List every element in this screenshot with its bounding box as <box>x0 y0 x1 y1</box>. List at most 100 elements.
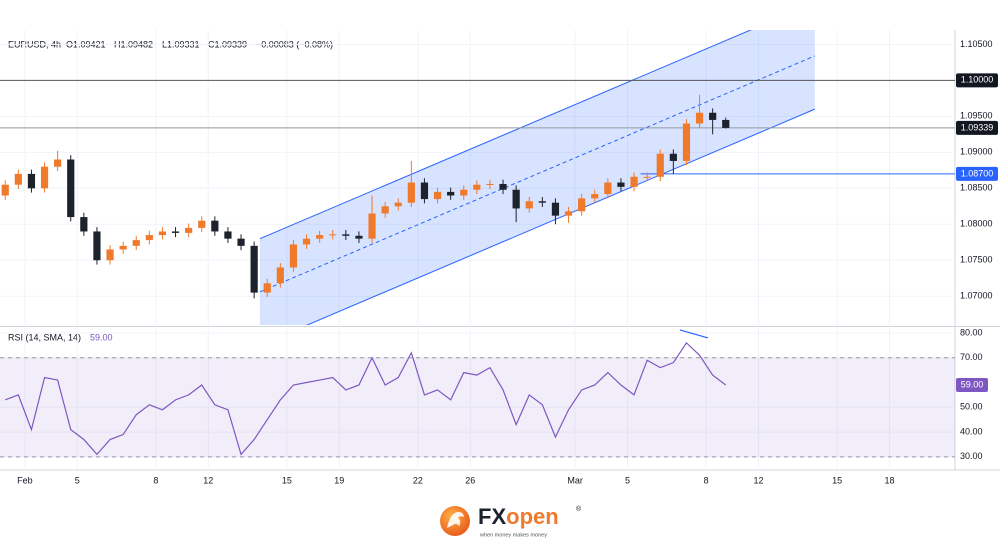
x-tick-label: Feb <box>17 475 33 485</box>
mark-layer <box>0 30 955 458</box>
candle-body <box>682 123 691 161</box>
candle-body <box>289 244 298 268</box>
x-tick-label: 12 <box>753 475 763 485</box>
level-label-box <box>956 73 998 88</box>
x-tick-label: 19 <box>334 475 344 485</box>
candle-body <box>132 240 140 246</box>
rsi-title: RSI (14, SMA, 14) <box>8 332 81 342</box>
level-label: 1.08700 <box>961 168 994 178</box>
candle-body <box>80 217 88 232</box>
y-tick-label: 40.00 <box>960 426 983 436</box>
candle-body <box>512 189 520 209</box>
channel-upper <box>259 30 752 240</box>
rsi-last-label: 59.00 <box>961 379 984 389</box>
candle-body <box>93 231 101 261</box>
y-tick-label: 1.07000 <box>960 291 993 301</box>
y-tick-label: 80.00 <box>960 327 983 337</box>
candle-body <box>224 231 232 239</box>
candle-body <box>630 176 638 187</box>
x-tick-label: 8 <box>153 475 158 485</box>
candle-body <box>656 153 664 177</box>
channel-middle <box>259 55 816 293</box>
channel <box>259 30 816 325</box>
candle-body <box>617 182 625 187</box>
footer-logo: FXopen ® when money makes money <box>440 504 582 538</box>
grid-layer <box>0 30 955 468</box>
candle-body <box>250 245 258 293</box>
candle-body <box>329 234 337 236</box>
brand-tagline: when money makes money <box>479 532 547 538</box>
y-tick-label: 50.00 <box>960 402 983 412</box>
candle-body <box>709 112 717 120</box>
candle-body <box>564 211 573 216</box>
candle-body <box>237 238 245 246</box>
y-tick-label: 1.08500 <box>960 183 993 193</box>
rsi-last-box <box>956 377 988 392</box>
channel-fill <box>259 30 815 325</box>
brand-fx: FX <box>478 504 506 529</box>
x-tick-label: Mar <box>567 475 583 485</box>
level-label: 1.09339 <box>961 122 994 132</box>
candle-body <box>276 267 284 284</box>
candle-body <box>1 184 9 196</box>
level-label: 1.10000 <box>961 75 994 85</box>
candle-body <box>368 213 376 239</box>
x-tick-label: 12 <box>203 475 213 485</box>
candle-body <box>394 202 402 207</box>
candle-body <box>198 220 206 228</box>
rsi-line <box>5 341 727 456</box>
candle-body <box>119 245 127 250</box>
candle-body <box>591 194 599 199</box>
x-tick-label: 5 <box>75 475 80 485</box>
candle-body <box>185 227 193 233</box>
candle-body <box>67 159 75 218</box>
candle-body <box>145 235 153 241</box>
x-tick-label: 8 <box>704 475 709 485</box>
candle-body <box>342 234 350 236</box>
x-tick-label: 22 <box>413 475 423 485</box>
x-tick-label: 26 <box>465 475 475 485</box>
candle-body <box>604 182 612 195</box>
candle-body <box>486 183 494 185</box>
y-tick-label: 1.09500 <box>960 111 993 121</box>
candle-body <box>54 159 62 167</box>
candle-body <box>420 182 429 200</box>
logo-emblem <box>447 511 464 528</box>
y-tick-label: 70.00 <box>960 352 983 362</box>
brand: FXopen <box>478 504 559 529</box>
candle-body <box>538 201 546 203</box>
y-tick-label: 1.07500 <box>960 255 993 265</box>
candle-body <box>578 198 586 212</box>
candle-body <box>171 231 180 233</box>
y-tick-label: 1.08000 <box>960 219 993 229</box>
candle-body <box>473 184 481 190</box>
candle-body <box>316 235 324 239</box>
y-tick-label: 30.00 <box>960 451 983 461</box>
candle-body <box>407 182 415 203</box>
x-tick-label: 15 <box>282 475 292 485</box>
candle-body <box>106 249 114 261</box>
candle-body <box>302 238 311 245</box>
candle-body <box>14 173 22 185</box>
candle-body <box>447 191 455 196</box>
channel-lower <box>306 108 816 325</box>
candle-body <box>499 183 507 190</box>
level-label-box <box>956 166 998 181</box>
brand-registered: ® <box>576 505 582 513</box>
candle-body <box>381 206 389 214</box>
candle-body <box>695 112 704 124</box>
y-tick-label: 1.09000 <box>960 147 993 157</box>
candle-body <box>263 283 271 293</box>
candle-body <box>158 231 167 236</box>
x-tick-label: 15 <box>832 475 842 485</box>
candle-body <box>433 191 442 200</box>
candle-body <box>355 235 363 239</box>
y-tick-label: 1.10500 <box>960 39 993 49</box>
divergence-line <box>679 329 709 339</box>
candle-body <box>551 202 560 216</box>
candle-body <box>460 189 468 196</box>
candle-body <box>643 176 651 178</box>
x-tick-label: 5 <box>625 475 630 485</box>
